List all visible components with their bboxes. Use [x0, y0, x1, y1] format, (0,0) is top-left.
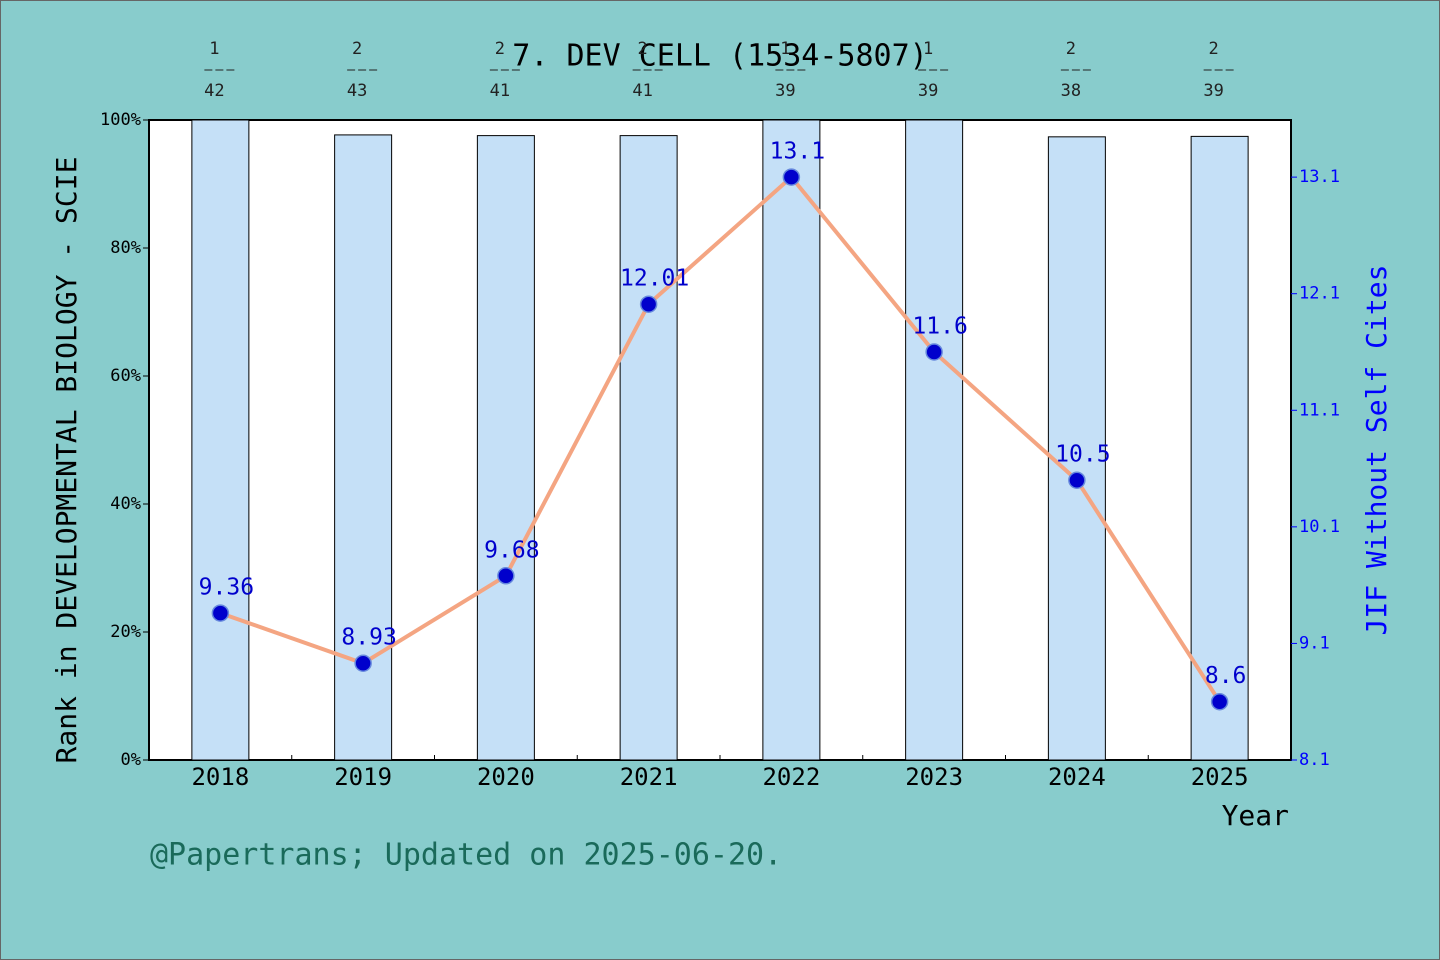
y-tick-label: 20%	[110, 622, 141, 642]
jif-value-label: 11.6	[912, 313, 967, 339]
x-tick-label: 2018	[191, 763, 249, 791]
jif-value-label: 8.6	[1205, 663, 1247, 689]
bar	[476, 135, 535, 761]
bar	[905, 119, 964, 761]
x-tick-label: 2020	[477, 763, 535, 791]
total-label: 39	[775, 81, 795, 101]
bar	[619, 135, 678, 761]
y-tick-label: 100%	[100, 110, 141, 130]
total-label: 38	[1061, 81, 1081, 101]
rank-label: 1	[780, 39, 790, 59]
y2-tick-label: 9.1	[1299, 633, 1330, 653]
plot-area	[148, 119, 1292, 761]
bar	[762, 119, 821, 761]
total-label: 41	[490, 81, 510, 101]
x-axis-label: Year	[1222, 799, 1289, 832]
jif-value-label: 12.01	[620, 266, 689, 292]
x-tick-label: 2022	[762, 763, 820, 791]
jif-point	[354, 654, 372, 672]
y2-tick-label: 8.1	[1299, 750, 1330, 770]
jif-point	[497, 567, 515, 585]
jif-point	[211, 604, 230, 622]
jif-point	[639, 295, 658, 313]
x-tick-label: 2023	[905, 763, 963, 791]
y2-tick-label: 11.1	[1299, 400, 1340, 420]
rank-label: 1	[923, 39, 933, 59]
jif-line	[219, 174, 1222, 703]
rank-label: 2	[495, 39, 505, 59]
footer: @Papertrans; Updated on 2025-06-20.	[150, 838, 782, 873]
total-label: 42	[204, 81, 224, 101]
jif-point	[782, 168, 801, 186]
total-label: 39	[1203, 81, 1223, 101]
y2-tick-label: 10.1	[1299, 517, 1340, 537]
x-tick-label: 2019	[334, 763, 392, 791]
rank-label: 2	[1209, 39, 1219, 59]
y-tick-label: 80%	[110, 238, 141, 258]
rank-label: 2	[638, 39, 648, 59]
x-tick-label: 2025	[1191, 763, 1249, 791]
jif-value-label: 13.1	[770, 139, 825, 165]
y-tick-label: 60%	[110, 366, 141, 386]
total-label: 41	[632, 81, 652, 101]
rank-label: 2	[1066, 39, 1076, 59]
y-axis-label: Rank in DEVELOPMENTAL BIOLOGY - SCIE	[50, 157, 83, 764]
y2-axis-label: JIF Without Self Cites	[1360, 265, 1393, 636]
bar	[1190, 135, 1249, 761]
rank-label: 1	[209, 39, 219, 59]
y-tick-label: 0%	[121, 750, 141, 770]
jif-point	[1068, 471, 1086, 489]
total-label: 43	[347, 81, 367, 101]
jif-point	[1210, 692, 1229, 711]
rank-label: 2	[352, 39, 362, 59]
total-label: 39	[918, 81, 938, 101]
jif-value-label: 10.5	[1055, 442, 1110, 468]
bar	[1047, 136, 1106, 761]
jif-point	[925, 343, 943, 361]
y2-tick-label: 12.1	[1299, 284, 1340, 304]
bar	[191, 119, 250, 761]
jif-value-label: 8.93	[341, 625, 396, 651]
jif-value-label: 9.68	[484, 537, 539, 563]
x-tick-label: 2021	[620, 763, 678, 791]
jif-value-label: 9.36	[199, 575, 254, 601]
y2-tick-label: 13.1	[1299, 167, 1340, 187]
y-tick-label: 40%	[110, 494, 141, 514]
x-tick-label: 2024	[1048, 763, 1106, 791]
chart-title: 7. DEV CELL (1534-5807)	[512, 39, 927, 74]
